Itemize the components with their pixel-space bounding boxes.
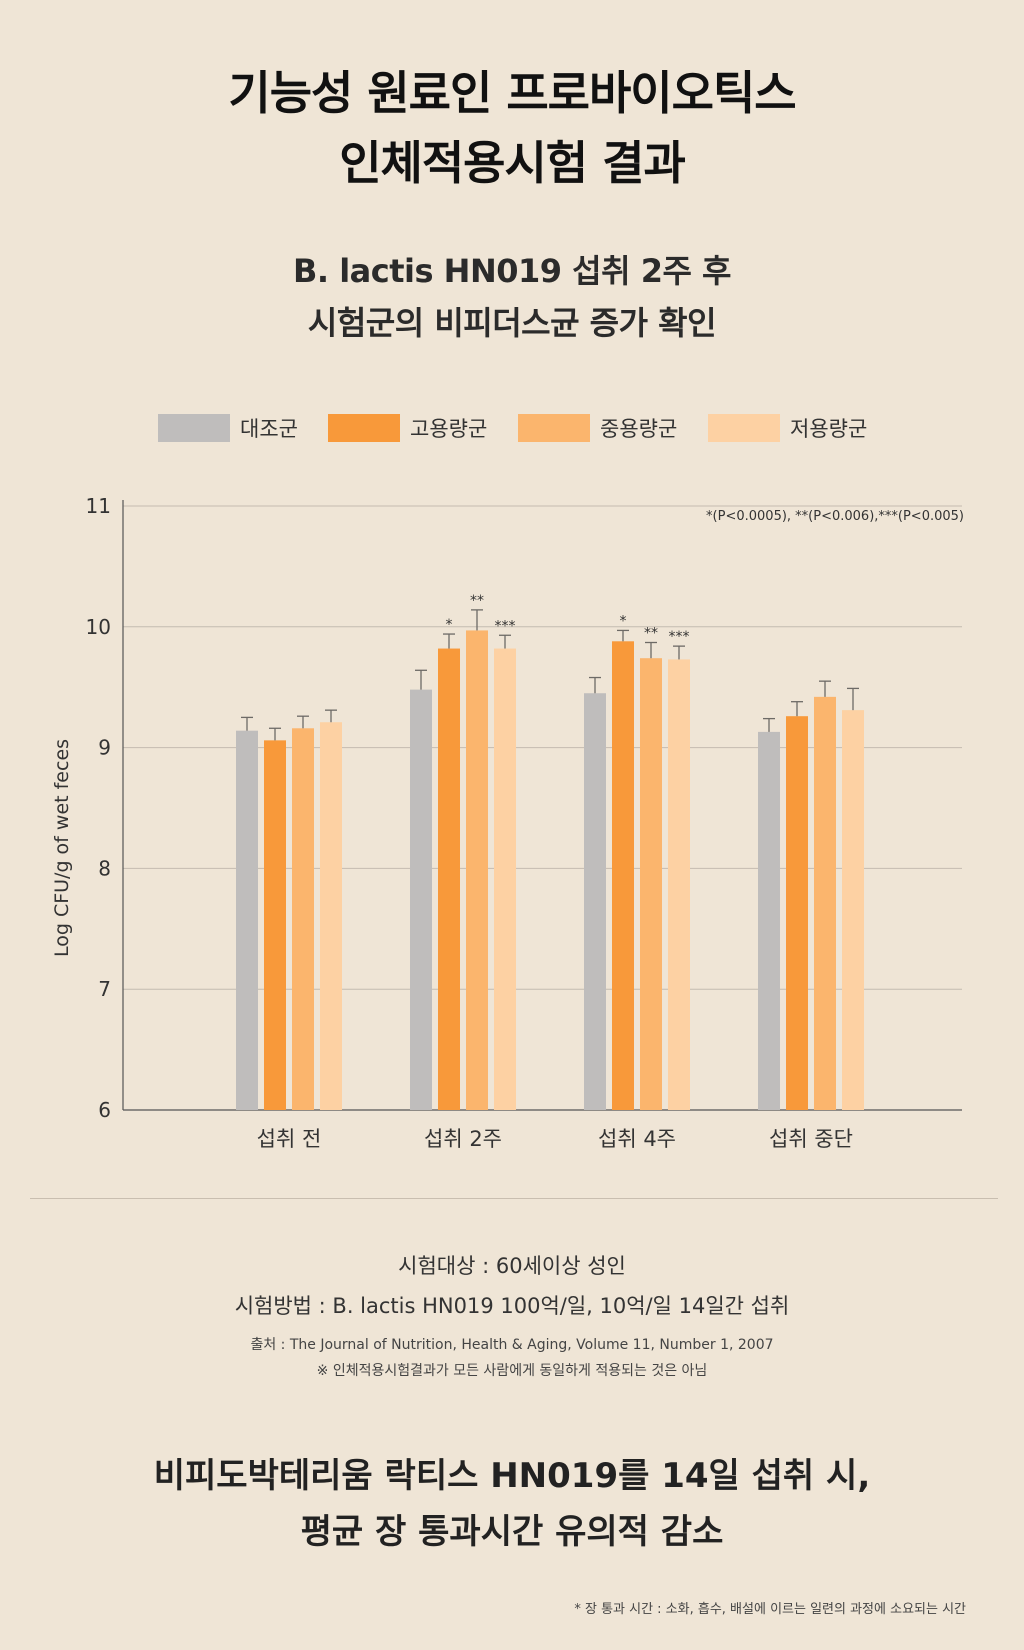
section-divider [30, 1198, 998, 1199]
legend-label-medium: 중용량군 [600, 417, 678, 441]
significance-mark: *** [669, 629, 690, 645]
test-subject: 시험대상 : 60세이상 성인 [398, 1254, 626, 1278]
x-tick-label: 섭취 2주 [424, 1127, 502, 1151]
y-tick-label: 6 [98, 1098, 111, 1122]
bar [814, 696, 836, 1110]
footnote: * 장 통과 시간 : 소화, 흡수, 배설에 이르는 일련의 과정에 소요되는… [574, 1602, 966, 1617]
bar [494, 648, 516, 1110]
y-tick-label: 11 [86, 494, 111, 518]
legend-item-control: 대조군 [158, 413, 298, 443]
test-method: 시험방법 : B. lactis HN019 100억/일, 10억/일 14일… [234, 1294, 790, 1318]
significance-mark: ** [470, 593, 484, 609]
x-tick-label: 섭취 4주 [598, 1127, 676, 1151]
significance-mark: * [620, 613, 627, 629]
subtitle-line-2: 시험군의 비피더스균 증가 확인 [307, 304, 717, 342]
legend-swatch-high [328, 414, 400, 442]
legend-label-control: 대조군 [240, 417, 298, 441]
significance-mark: *** [495, 618, 516, 634]
legend-item-low: 저용량군 [708, 413, 867, 443]
bar [786, 716, 808, 1110]
y-tick-label: 7 [98, 977, 111, 1001]
bar [438, 648, 460, 1110]
y-tick-label: 10 [86, 615, 111, 639]
conclusion-line-2: 평균 장 통과시간 유의적 감소 [300, 1512, 724, 1552]
bar [466, 630, 488, 1110]
bar [640, 658, 662, 1110]
x-tick-label: 섭취 중단 [769, 1127, 853, 1151]
bar [668, 659, 690, 1110]
conclusion: 비피도박테리움 락티스 HN019를 14일 섭취 시, 평균 장 통과시간 유… [0, 1448, 1024, 1560]
legend-item-medium: 중용량군 [518, 413, 677, 443]
bar [320, 722, 342, 1110]
bar [236, 730, 258, 1110]
y-axis-label: Log CFU/g of wet feces [51, 739, 73, 957]
legend-label-high: 고용량군 [410, 417, 488, 441]
significance-mark: ** [644, 626, 658, 642]
source-citation: 출처 : The Journal of Nutrition, Health & … [250, 1337, 774, 1353]
bar [758, 731, 780, 1110]
significance-mark: * [446, 617, 453, 633]
conclusion-line-1: 비피도박테리움 락티스 HN019를 14일 섭취 시, [153, 1456, 871, 1496]
legend-swatch-medium [518, 414, 590, 442]
page-title: 기능성 원료인 프로바이오틱스 인체적용시험 결과 [0, 58, 1024, 198]
bar [410, 689, 432, 1110]
legend-swatch-control [158, 414, 230, 442]
subtitle-line-1: B. lactis HN019 섭취 2주 후 [293, 252, 731, 290]
legend-item-high: 고용량군 [328, 413, 487, 443]
y-tick-label: 9 [98, 736, 111, 760]
bar [292, 728, 314, 1110]
bar [584, 693, 606, 1110]
bar-chart: 6 7 8 9 10 11 Log CFU/g of wet feces *(P<0.0005… [51, 494, 964, 1151]
legend-label-low: 저용량군 [790, 417, 868, 441]
chart-legend: 대조군 고용량군 중용량군 저용량군 [0, 413, 1024, 443]
bar [842, 710, 864, 1110]
bar [612, 641, 634, 1110]
title-line-2: 인체적용시험 결과 [339, 136, 686, 190]
y-tick-label: 8 [98, 856, 111, 880]
bar [264, 740, 286, 1110]
title-line-1: 기능성 원료인 프로바이오틱스 [228, 66, 796, 120]
x-tick-label: 섭취 전 [257, 1127, 322, 1151]
legend-swatch-low [708, 414, 780, 442]
disclaimer: ※ 인체적용시험결과가 모든 사람에게 동일하게 적용되는 것은 아님 [316, 1363, 708, 1379]
page-subtitle: B. lactis HN019 섭취 2주 후 시험군의 비피더스균 증가 확인 [0, 245, 1024, 349]
significance-note: *(P<0.0005), **(P<0.006),***(P<0.005) [706, 509, 964, 524]
